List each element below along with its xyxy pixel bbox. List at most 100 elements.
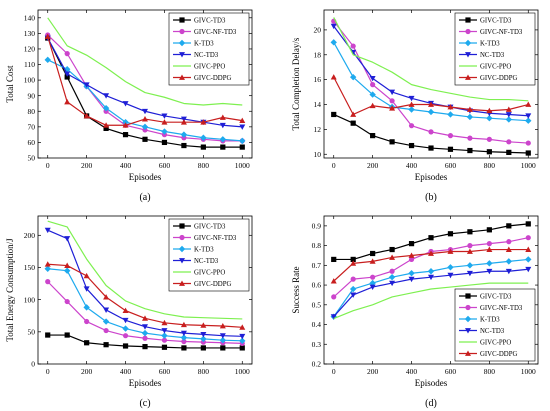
data-point [408, 106, 415, 113]
data-point [525, 221, 531, 227]
data-point [408, 95, 415, 102]
y-tick-label: 0.6 [312, 281, 322, 290]
data-point [505, 112, 512, 118]
y-tick-label: 0.5 [312, 300, 322, 309]
legend-entry: K-TD3 [194, 40, 214, 47]
data-point [505, 268, 512, 275]
data-point [447, 264, 454, 271]
y-tick-label: 90 [28, 91, 36, 100]
data-point [486, 268, 493, 275]
data-point [486, 115, 493, 122]
data-point [525, 140, 531, 146]
data-point [428, 250, 434, 256]
legend-entry: GIVC-TD3 [480, 293, 512, 300]
y-tick-label: 0.7 [312, 261, 322, 270]
data-point [505, 258, 513, 265]
data-point [505, 116, 513, 123]
data-point [388, 273, 396, 281]
data-point [447, 111, 454, 118]
data-point [103, 93, 110, 99]
legend-marker [179, 223, 185, 229]
legend-entry: GIVC-NF-TD3 [480, 305, 523, 312]
data-point [142, 344, 148, 350]
legend-entry: NC-TD3 [194, 258, 219, 265]
data-point [486, 149, 492, 155]
legend-marker [465, 17, 471, 23]
data-point [466, 113, 474, 121]
x-tick-label: 200 [81, 161, 93, 170]
data-point [350, 276, 356, 282]
data-point [447, 272, 454, 279]
data-point [64, 74, 70, 80]
data-point [428, 129, 434, 135]
legend-marker [465, 28, 471, 35]
data-point [181, 338, 187, 345]
legend-marker [179, 234, 185, 241]
x-tick-label: 0 [332, 161, 336, 170]
data-point [220, 144, 226, 150]
data-point [161, 128, 168, 135]
data-point [389, 254, 396, 260]
data-point [83, 272, 90, 279]
data-point [102, 104, 110, 112]
y-tick-label: 70 [28, 122, 36, 131]
data-point [103, 125, 109, 131]
data-point [408, 123, 415, 129]
panel-a: 0 200 400 600 800 1000 50 60 70 80 90 100 110 120 130 1… [5, 9, 253, 203]
data-point [447, 133, 454, 139]
data-point [389, 268, 395, 274]
data-point [64, 298, 70, 305]
data-point [219, 136, 227, 143]
data-point [486, 246, 493, 252]
data-point [525, 101, 532, 107]
data-point [389, 246, 395, 253]
x-tick-label: 0 [46, 161, 50, 170]
data-point [486, 260, 493, 267]
data-point [349, 73, 357, 81]
legend-entry: GIVC-TD3 [194, 223, 226, 230]
data-point [447, 231, 454, 237]
x-tick-label: 800 [198, 367, 210, 376]
data-point [122, 307, 129, 313]
data-point [180, 321, 187, 328]
data-point [161, 319, 168, 326]
data-point [506, 239, 512, 245]
data-point [408, 276, 415, 283]
legend-entry: K-TD3 [480, 40, 500, 47]
data-point [142, 108, 148, 115]
data-point [350, 120, 356, 126]
data-point [180, 330, 187, 337]
x-tick-label: 800 [484, 161, 496, 170]
data-point [369, 258, 376, 264]
y-tick-label: 100 [24, 295, 36, 304]
legend-entry: NC-TD3 [480, 52, 505, 59]
data-point [447, 104, 454, 110]
data-point [45, 332, 51, 338]
legend: GIVC-TD3 GIVC-NF-TD3 K-TD3 NC-TD3 GIVC-PPO GI… [168, 218, 250, 292]
data-point [330, 23, 337, 30]
data-point [447, 248, 454, 254]
legend-marker [465, 74, 471, 80]
data-point [103, 294, 110, 300]
y-tick-label: 110 [24, 60, 35, 69]
series-line-givc-nf-td3 [333, 237, 529, 298]
data-point [122, 325, 129, 332]
data-point [408, 101, 415, 107]
panel-caption: (c) [139, 398, 150, 409]
data-point [219, 323, 226, 329]
legend-marker [179, 74, 185, 80]
legend-entry: GIVC-PPO [480, 339, 511, 346]
legend-box [454, 12, 536, 86]
data-point [408, 256, 415, 263]
legend-entry: GIVC-DDPG [480, 75, 517, 82]
legend-marker [465, 52, 471, 58]
legend-entry: NC-TD3 [194, 52, 219, 59]
y-tick-label: 50 [28, 154, 36, 163]
legend-entry: GIVC-NF-TD3 [194, 29, 237, 36]
data-point [428, 235, 434, 241]
data-point [350, 43, 356, 49]
x-tick-label: 0 [332, 367, 336, 376]
data-point [219, 122, 226, 129]
data-point [161, 332, 168, 339]
